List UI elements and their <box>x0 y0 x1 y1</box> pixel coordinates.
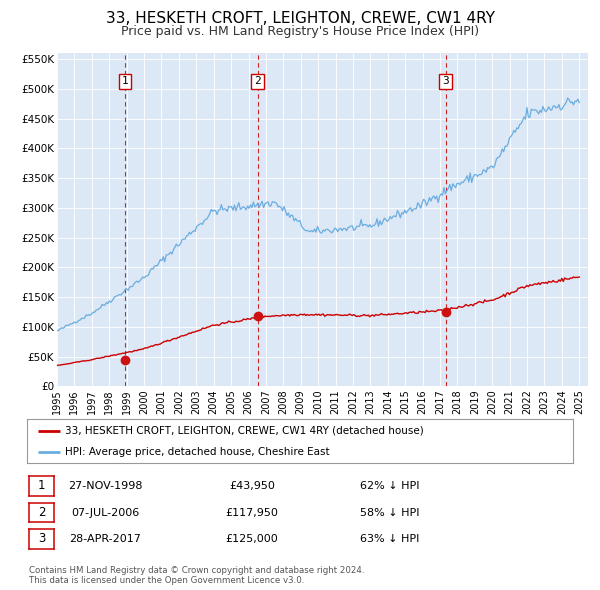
Text: 1: 1 <box>122 77 128 86</box>
Text: £43,950: £43,950 <box>229 481 275 491</box>
Text: 27-NOV-1998: 27-NOV-1998 <box>68 481 142 491</box>
Text: £125,000: £125,000 <box>226 535 278 544</box>
Text: 62% ↓ HPI: 62% ↓ HPI <box>360 481 420 491</box>
Text: HPI: Average price, detached house, Cheshire East: HPI: Average price, detached house, Ches… <box>65 447 330 457</box>
Text: 28-APR-2017: 28-APR-2017 <box>69 535 141 544</box>
Text: £117,950: £117,950 <box>226 508 278 517</box>
Text: 2: 2 <box>254 77 261 86</box>
Text: 33, HESKETH CROFT, LEIGHTON, CREWE, CW1 4RY: 33, HESKETH CROFT, LEIGHTON, CREWE, CW1 … <box>106 11 494 25</box>
Text: 3: 3 <box>442 77 449 86</box>
Text: 3: 3 <box>38 532 45 546</box>
Text: 07-JUL-2006: 07-JUL-2006 <box>71 508 139 517</box>
Text: Price paid vs. HM Land Registry's House Price Index (HPI): Price paid vs. HM Land Registry's House … <box>121 25 479 38</box>
Text: 58% ↓ HPI: 58% ↓ HPI <box>360 508 420 517</box>
Text: 33, HESKETH CROFT, LEIGHTON, CREWE, CW1 4RY (detached house): 33, HESKETH CROFT, LEIGHTON, CREWE, CW1 … <box>65 426 424 436</box>
Text: Contains HM Land Registry data © Crown copyright and database right 2024.
This d: Contains HM Land Registry data © Crown c… <box>29 566 364 585</box>
Text: 1: 1 <box>38 479 45 493</box>
Text: 2: 2 <box>38 506 45 519</box>
Text: 63% ↓ HPI: 63% ↓ HPI <box>361 535 419 544</box>
